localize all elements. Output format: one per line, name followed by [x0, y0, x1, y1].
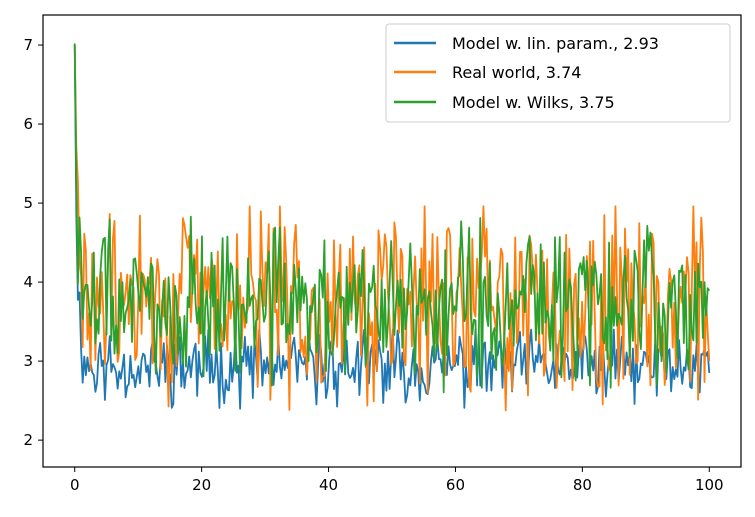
x-tick-label: 100: [695, 476, 724, 494]
y-tick-label: 7: [23, 36, 33, 54]
y-axis: 2 3 4 5 6 7: [23, 36, 43, 449]
y-tick-label: 4: [23, 273, 33, 291]
series-line-2: [73, 45, 711, 412]
y-tick-label: 2: [23, 431, 33, 449]
legend-label-real-world: Real world, 3.74: [452, 63, 581, 82]
legend-label-lin-param: Model w. lin. param., 2.93: [452, 34, 659, 53]
legend-box: [385, 23, 731, 123]
x-tick-label: 0: [70, 476, 80, 494]
x-tick-label: 80: [573, 476, 592, 494]
x-axis: 0 20 40 60 80 100: [70, 467, 724, 494]
legend: Model w. lin. param., 2.93 Real world, 3…: [385, 23, 731, 123]
plot-lines: [73, 43, 711, 412]
series-line-3: [73, 43, 711, 394]
axes-frame: [42, 14, 742, 468]
y-tick-label: 5: [23, 194, 33, 212]
legend-label-wilks: Model w. Wilks, 3.75: [452, 93, 615, 112]
y-tick-label: 3: [23, 352, 33, 370]
x-tick-label: 40: [319, 476, 338, 494]
x-tick-label: 60: [446, 476, 465, 494]
x-tick-label: 20: [192, 476, 211, 494]
y-tick-label: 6: [23, 115, 33, 133]
